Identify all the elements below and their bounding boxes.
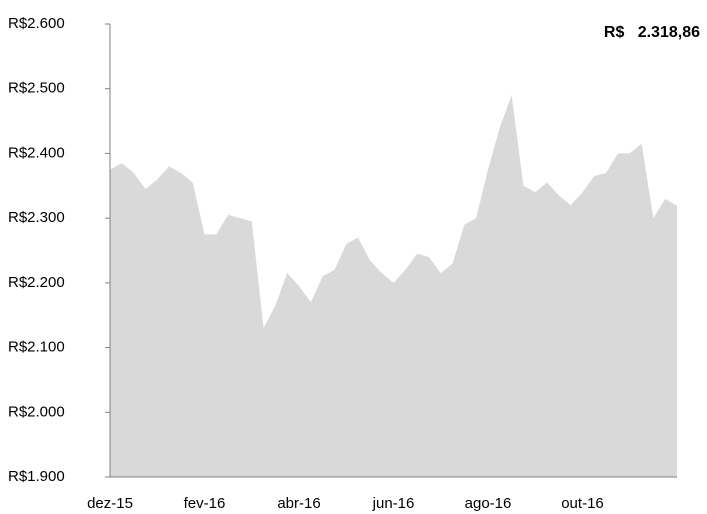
x-tick-label: fev-16 (184, 495, 226, 512)
x-tick-label: abr-16 (277, 495, 320, 512)
y-tick-label: R$1.900 (8, 468, 65, 485)
x-tick-label: out-16 (561, 495, 604, 512)
area (110, 95, 677, 477)
y-tick-label: R$2.000 (8, 403, 65, 420)
y-tick-label: R$2.500 (8, 80, 65, 97)
y-tick-label: R$2.200 (8, 274, 65, 291)
x-tick-label: jun-16 (372, 495, 415, 512)
y-tick-label: R$2.300 (8, 209, 65, 226)
y-tick-label: R$2.100 (8, 339, 65, 356)
y-tick-label: R$2.600 (8, 15, 65, 32)
y-tick-label: R$2.400 (8, 144, 65, 161)
annotation: R$ 2.318,86 (604, 24, 700, 41)
x-tick-label: dez-15 (87, 495, 133, 512)
x-tick-label: ago-16 (465, 495, 512, 512)
